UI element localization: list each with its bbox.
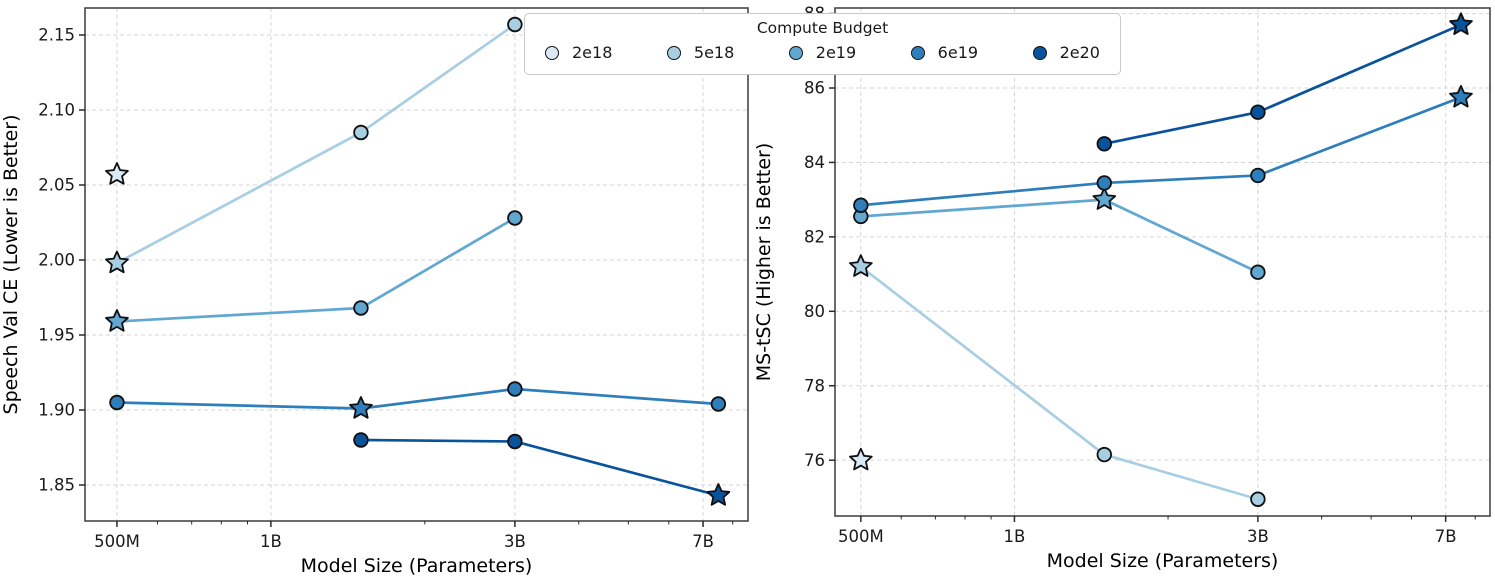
data-point-circle-2e20 xyxy=(1096,136,1112,152)
series-line-5e18 xyxy=(115,23,517,265)
data-point-star-2e18 xyxy=(848,447,873,471)
data-point-circle-6e19 xyxy=(1250,167,1266,184)
x-axis-label: Model Size (Parameters) xyxy=(301,555,533,577)
data-point-circle-2e19 xyxy=(1250,264,1266,280)
series-line-2e19 xyxy=(115,216,517,323)
legend-entry-2e19: 2e19 xyxy=(788,43,857,62)
series-line-2e20 xyxy=(1102,23,1463,146)
x-tick-label: 1B xyxy=(1004,527,1026,546)
data-point-circle-5e18 xyxy=(1250,491,1266,507)
x-tick-label: 7B xyxy=(1435,527,1457,546)
y-tick-label: 2.10 xyxy=(38,101,75,120)
data-point-star-2e19 xyxy=(1092,187,1117,210)
y-tick-label: 2.00 xyxy=(38,251,75,270)
legend-entries: 2e18 5e18 2e19 6e19 2e20 xyxy=(525,37,1120,62)
y-tick-label: 1.95 xyxy=(38,326,75,345)
y-tick-label: 76 xyxy=(804,451,825,470)
data-point-star-5e18 xyxy=(105,250,129,274)
compute-budget-legend: Compute Budget 2e18 5e18 2e19 6e19 2e20 xyxy=(524,13,1121,75)
x-tick-label: 500M xyxy=(94,532,140,551)
series-line-2e20 xyxy=(359,438,720,497)
series-line-6e19 xyxy=(115,387,720,410)
y-tick-label: 86 xyxy=(804,79,825,98)
y-axis-label: MS-tSC (Higher is Better) xyxy=(753,143,775,382)
speech-val-ce-chart-canvas: 1.85 1.90 1.95 2.00 2.05 2.10 2.15 500M 1B 3B 7B Mo… xyxy=(0,7,749,577)
plot-frame xyxy=(834,7,1491,517)
data-point-circle-5e18 xyxy=(353,124,369,141)
legend-marker-icon xyxy=(1032,45,1047,60)
data-point-circle-6e19 xyxy=(853,197,869,213)
data-point-circle-2e20 xyxy=(507,433,523,450)
y-tick-label: 2.05 xyxy=(38,176,75,195)
x-tick-label: 1B xyxy=(260,532,282,551)
data-point-circle-2e19 xyxy=(353,300,369,316)
y-axis-label: Speech Val CE (Lower is Better) xyxy=(0,115,22,415)
data-point-star-6e19 xyxy=(349,396,373,419)
series-line-2e19 xyxy=(859,198,1260,274)
y-tick-label: 84 xyxy=(804,153,825,172)
legend-marker-icon xyxy=(545,45,559,60)
y-tick-label: 1.90 xyxy=(38,401,75,420)
ms-tsc-chart-canvas: 76788082848688500M1B3B7BModel Size (Para… xyxy=(753,4,1491,572)
data-point-circle-6e19 xyxy=(1096,175,1112,191)
data-point-star-2e19 xyxy=(105,309,129,332)
x-tick-label: 3B xyxy=(1247,527,1269,546)
ms-tsc-chart: 76788082848688500M1B3B7BModel Size (Para… xyxy=(752,0,1495,577)
data-point-circle-6e19 xyxy=(109,394,125,411)
legend-marker-icon xyxy=(910,45,925,60)
legend-entry-2e18: 2e18 xyxy=(545,43,612,62)
legend-entry-label: 5e18 xyxy=(693,43,735,62)
data-point-circle-2e20 xyxy=(353,432,369,448)
data-point-circle-2e20 xyxy=(1250,104,1266,120)
legend-entry-6e19: 6e19 xyxy=(910,43,979,62)
y-tick-label: 1.85 xyxy=(38,476,75,495)
x-tick-label: 500M xyxy=(838,527,884,546)
legend-entry-label: 2e20 xyxy=(1059,43,1100,62)
x-axis-label: Model Size (Parameters) xyxy=(1047,550,1279,572)
data-point-star-5e18 xyxy=(848,254,873,277)
data-point-circle-6e19 xyxy=(507,381,523,397)
legend-entry-5e18: 5e18 xyxy=(666,43,735,62)
data-point-circle-6e19 xyxy=(710,396,727,412)
x-tick-label: 7B xyxy=(692,532,714,551)
data-point-circle-5e18 xyxy=(507,16,523,33)
legend-entry-2e20: 2e20 xyxy=(1032,43,1100,62)
data-point-star-2e20 xyxy=(706,483,731,506)
y-tick-label: 78 xyxy=(804,376,825,395)
plot-frame xyxy=(84,7,749,522)
legend-entry-label: 6e19 xyxy=(937,43,979,62)
legend-entry-label: 2e18 xyxy=(572,43,613,62)
y-tick-label: 2.15 xyxy=(38,26,75,45)
data-point-star-2e18 xyxy=(105,162,129,185)
legend-marker-icon xyxy=(666,45,681,60)
legend-marker-icon xyxy=(788,45,803,60)
legend-entry-label: 2e19 xyxy=(815,43,857,62)
data-point-circle-5e18 xyxy=(1096,446,1112,463)
series-line-5e18 xyxy=(859,265,1260,501)
data-point-star-6e19 xyxy=(1449,84,1473,108)
x-tick-label: 3B xyxy=(504,532,526,551)
legend-title: Compute Budget xyxy=(756,19,889,37)
y-tick-label: 82 xyxy=(804,227,825,246)
data-point-circle-2e19 xyxy=(507,210,523,226)
series-line-6e19 xyxy=(859,95,1463,207)
speech-val-ce-chart: 1.85 1.90 1.95 2.00 2.05 2.10 2.15 500M 1B 3B 7B Mo… xyxy=(0,7,749,577)
data-point-star-2e20 xyxy=(1449,12,1473,35)
y-tick-label: 80 xyxy=(804,302,825,321)
